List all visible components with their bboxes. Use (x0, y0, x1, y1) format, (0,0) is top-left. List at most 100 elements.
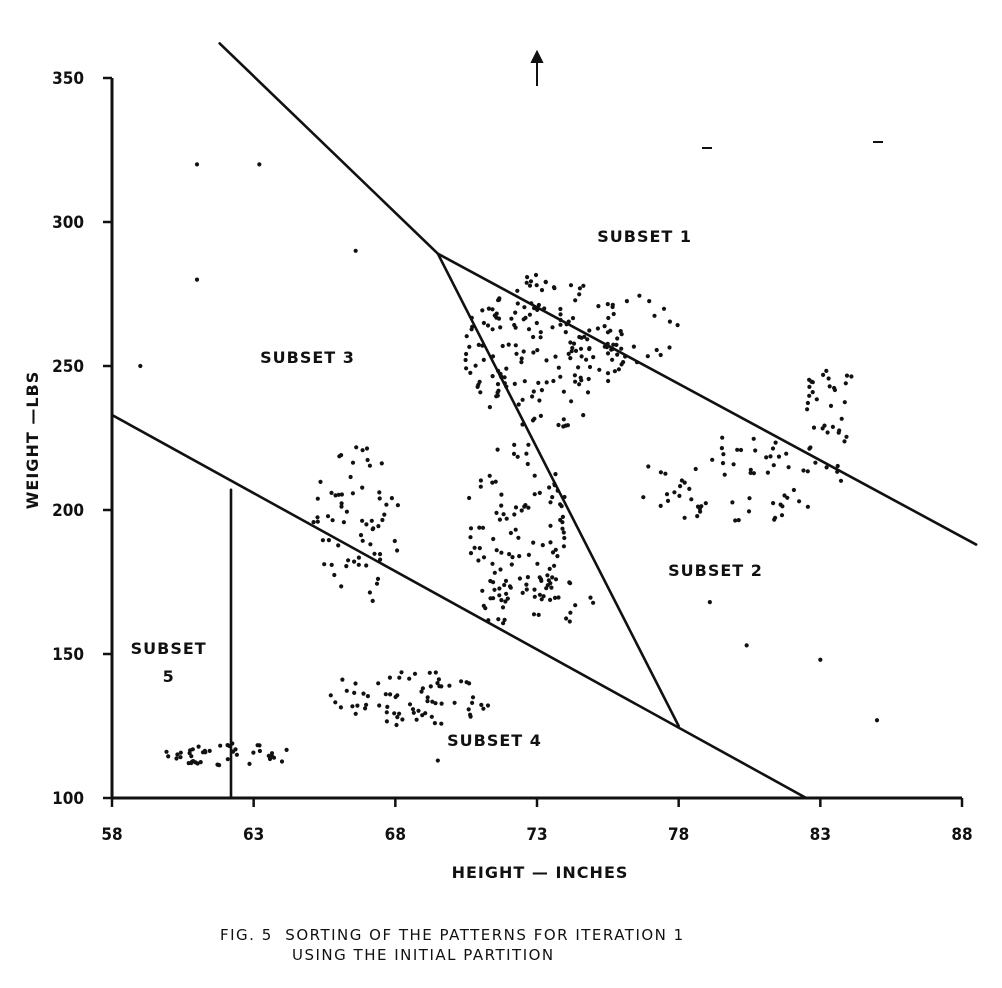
data-point (748, 470, 753, 475)
data-point (490, 374, 495, 379)
data-point (721, 452, 726, 457)
data-point (624, 299, 630, 304)
data-point (529, 301, 534, 306)
data-point (496, 388, 501, 393)
data-point (547, 485, 552, 490)
data-point (641, 495, 646, 500)
data-point (826, 376, 831, 381)
data-point (566, 319, 571, 324)
data-point (496, 617, 501, 622)
data-point (561, 544, 567, 549)
data-point (805, 400, 811, 406)
data-point (652, 313, 657, 318)
data-point (377, 703, 382, 708)
data-point (771, 501, 776, 506)
data-point (494, 548, 499, 553)
data-point (699, 504, 704, 509)
data-point (776, 454, 782, 459)
data-point (523, 503, 528, 508)
x-tick-label: 73 (526, 825, 547, 845)
data-point (502, 582, 507, 588)
data-point (540, 543, 545, 548)
data-point (838, 478, 844, 483)
data-point (663, 471, 668, 476)
data-point (377, 496, 382, 501)
data-point (365, 457, 370, 463)
data-point (339, 504, 344, 509)
data-point (536, 302, 542, 308)
data-point (476, 342, 481, 347)
data-point (548, 597, 553, 603)
data-point (497, 517, 502, 522)
data-point (487, 405, 492, 410)
data-point (372, 551, 377, 556)
data-point (478, 484, 483, 489)
data-point (539, 388, 545, 393)
data-point (618, 329, 623, 334)
data-point (549, 585, 554, 590)
data-point (596, 304, 601, 309)
data-point (556, 422, 561, 428)
data-point (577, 382, 582, 387)
data-point (375, 576, 381, 582)
data-point (577, 292, 582, 297)
data-point (569, 349, 574, 354)
data-point (560, 526, 565, 531)
data-point (547, 566, 552, 572)
ticks: 58 63 68 73 78 83 88 100 150 200 250 300 350 (52, 69, 973, 845)
data-point (616, 367, 622, 372)
data-point (363, 706, 368, 711)
data-point (558, 374, 563, 379)
data-point (573, 348, 579, 353)
data-point (569, 399, 574, 404)
y-tick-label: 250 (52, 357, 84, 377)
data-point (658, 470, 664, 475)
region-label: SUBSET 2 (668, 561, 763, 580)
data-point (658, 352, 663, 358)
data-point (595, 326, 601, 331)
data-point (610, 357, 615, 362)
data-point (189, 754, 194, 759)
data-point (360, 518, 365, 523)
data-point (436, 677, 441, 682)
data-point (573, 379, 578, 384)
data-point (178, 750, 183, 755)
data-point (511, 451, 517, 456)
data-point (735, 447, 740, 452)
data-point (550, 325, 555, 330)
data-point (836, 430, 841, 435)
data-point (486, 618, 491, 623)
data-point (279, 759, 285, 764)
outlier-point (194, 162, 200, 167)
data-point (525, 461, 530, 467)
data-point (843, 381, 848, 386)
upper-left-line (218, 42, 440, 255)
data-point (432, 721, 437, 726)
data-point (513, 505, 519, 510)
data-point (532, 587, 537, 592)
data-point (394, 722, 399, 728)
data-point (558, 517, 563, 523)
data-point (325, 514, 331, 519)
data-point (551, 378, 556, 384)
data-point (284, 747, 289, 753)
data-point (591, 600, 596, 605)
data-point (497, 297, 502, 302)
data-point (344, 509, 349, 514)
data-point (504, 591, 509, 596)
data-point (196, 744, 201, 749)
data-point (392, 538, 397, 544)
data-point (553, 547, 558, 552)
data-point (682, 515, 687, 520)
data-point (481, 555, 487, 560)
data-point (555, 554, 560, 559)
data-point (839, 416, 844, 421)
data-point (269, 751, 275, 756)
data-point (395, 548, 400, 553)
data-point (468, 370, 473, 375)
data-point (410, 707, 416, 712)
x-tick-label: 88 (951, 825, 972, 845)
data-point (488, 578, 493, 584)
data-point (581, 413, 586, 418)
data-point (813, 460, 818, 465)
